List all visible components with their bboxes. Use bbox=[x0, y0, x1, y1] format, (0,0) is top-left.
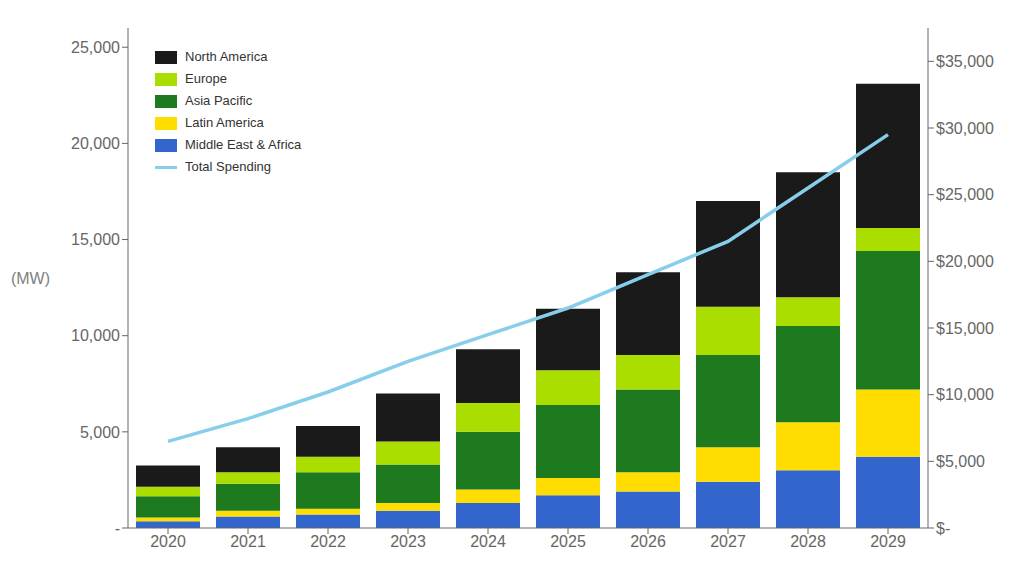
html-text:Asia Pacific: Asia Pacific bbox=[185, 93, 253, 108]
svg-text:5,000: 5,000 bbox=[80, 424, 120, 441]
html-text:Latin America: Latin America bbox=[185, 115, 264, 130]
svg-text:$25,000: $25,000 bbox=[936, 186, 994, 203]
svg-text:$-: $- bbox=[936, 520, 950, 537]
html-text:Total Spending: Total Spending bbox=[185, 159, 271, 174]
svg-text:$35,000: $35,000 bbox=[936, 53, 994, 70]
svg-text:$5,000: $5,000 bbox=[936, 453, 985, 470]
svg-text:$10,000: $10,000 bbox=[936, 386, 994, 403]
svg-text:15,000: 15,000 bbox=[71, 231, 120, 248]
svg-text:2025: 2025 bbox=[550, 533, 586, 550]
svg-text:2023: 2023 bbox=[390, 533, 426, 550]
svg-text:$20,000: $20,000 bbox=[936, 253, 994, 270]
svg-text:2027: 2027 bbox=[710, 533, 746, 550]
svg-text:25,000: 25,000 bbox=[71, 39, 120, 56]
svg-text:(MW): (MW) bbox=[11, 270, 50, 287]
svg-text:2024: 2024 bbox=[470, 533, 506, 550]
svg-text:2022: 2022 bbox=[310, 533, 346, 550]
svg-text:$30,000: $30,000 bbox=[936, 120, 994, 137]
svg-text:2020: 2020 bbox=[150, 533, 186, 550]
html-text:Europe: Europe bbox=[185, 71, 227, 86]
svg-text:20,000: 20,000 bbox=[71, 135, 120, 152]
svg-text:$15,000: $15,000 bbox=[936, 320, 994, 337]
svg-text:2021: 2021 bbox=[230, 533, 266, 550]
svg-text:10,000: 10,000 bbox=[71, 327, 120, 344]
svg-text:2028: 2028 bbox=[790, 533, 826, 550]
svg-text:2029: 2029 bbox=[870, 533, 906, 550]
html-text:Middle East & Africa: Middle East & Africa bbox=[185, 137, 302, 152]
svg-text:2026: 2026 bbox=[630, 533, 666, 550]
svg-text:-: - bbox=[115, 520, 120, 537]
html-text:North America: North America bbox=[185, 49, 268, 64]
